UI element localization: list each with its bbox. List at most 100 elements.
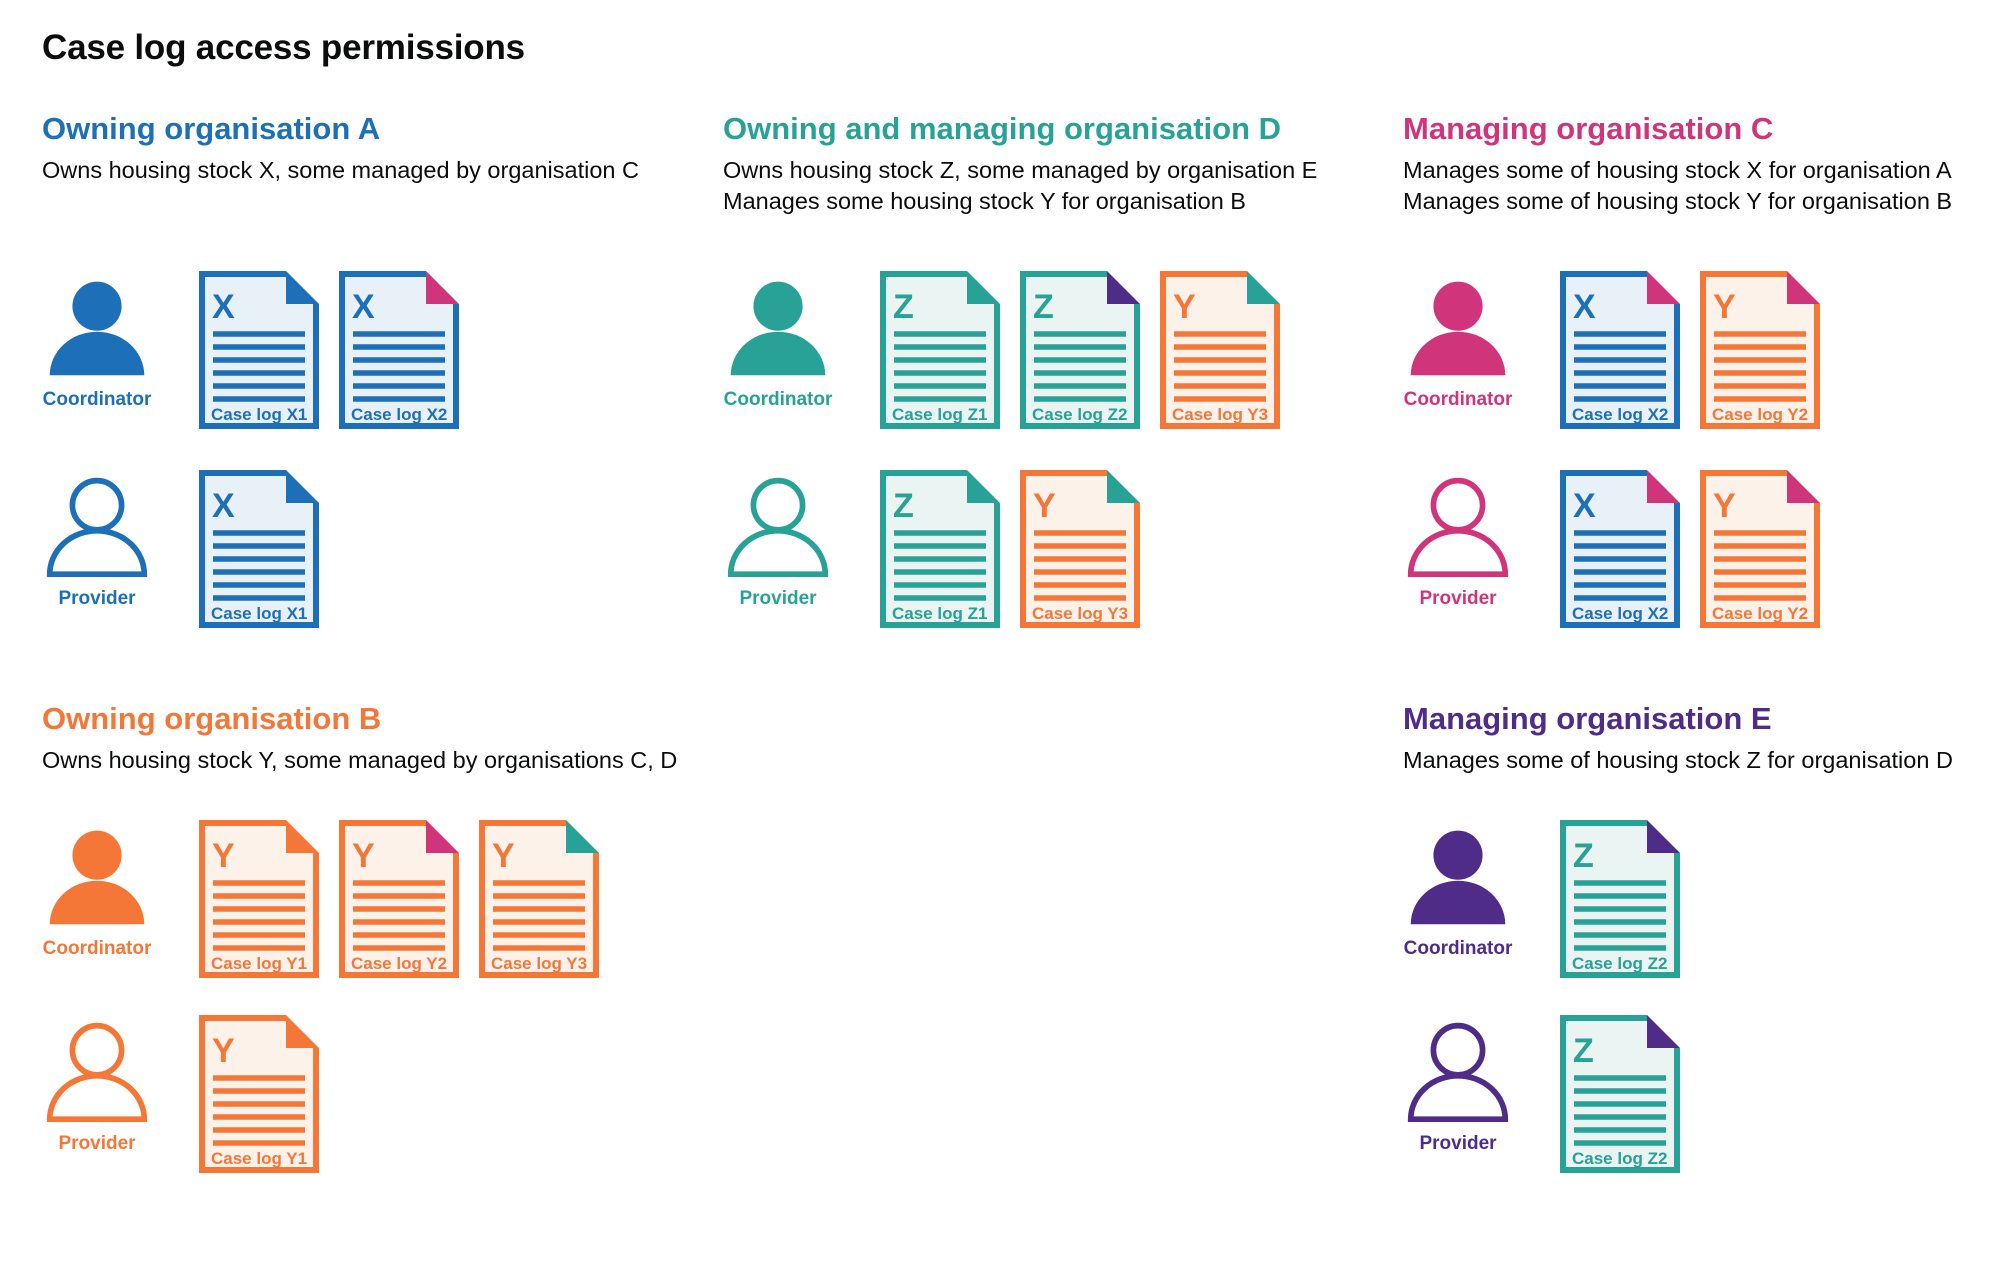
text-lines-icon — [894, 530, 986, 601]
text-lines-icon — [1574, 331, 1666, 402]
folded-corner-icon — [566, 820, 599, 853]
case-log-document: Y Case log Y2 — [1700, 470, 1820, 628]
stock-letter: X — [352, 288, 375, 326]
case-log-label: Case log X2 — [351, 405, 447, 424]
case-log-label: Case log Z1 — [892, 405, 987, 424]
case-log-label: Case log Z2 — [1572, 954, 1667, 973]
section-description: Manages some of housing stock Z for orga… — [1403, 745, 1993, 776]
document-border — [199, 820, 319, 978]
coordinator-person: Coordinator — [1403, 824, 1513, 960]
case-log-document: X Case log X1 — [199, 271, 319, 429]
case-log-label: Case log Y3 — [1172, 405, 1268, 424]
section-managing-organisation-e: Managing organisation E Manages some of … — [1403, 700, 1993, 1173]
stock-letter: Y — [212, 837, 235, 875]
person-filled-icon — [730, 281, 826, 376]
folded-corner-icon — [1647, 820, 1680, 853]
case-log-document: Z Case log Z1 — [880, 271, 1000, 429]
person-outline-icon — [727, 477, 829, 578]
role-label: Provider — [1419, 588, 1497, 609]
description-line: Manages some of housing stock X for orga… — [1403, 157, 1952, 183]
case-log-document: Y Case log Y3 — [1020, 470, 1140, 628]
role-label: Provider — [1419, 1133, 1497, 1154]
case-log-document: X Case log X2 — [1560, 271, 1680, 429]
stock-letter: Z — [893, 487, 914, 525]
folded-corner-icon — [1107, 271, 1140, 304]
document-border — [1020, 271, 1140, 429]
text-lines-icon — [1574, 1075, 1666, 1146]
case-log-list: Z Case log Z2 — [1560, 820, 1680, 978]
folded-corner-icon — [1247, 271, 1280, 304]
case-log-document: Y Case log Y2 — [339, 820, 459, 978]
case-log-list: X Case log X2 Y Case log Y2 — [1560, 470, 1820, 628]
text-lines-icon — [353, 880, 445, 951]
folded-corner-icon — [1647, 271, 1680, 304]
role-label: Coordinator — [42, 938, 152, 959]
coordinator-person: Coordinator — [1403, 275, 1513, 411]
case-log-label: Case log X2 — [1572, 604, 1668, 623]
text-lines-icon — [213, 331, 305, 402]
case-log-label: Case log X1 — [211, 604, 307, 623]
folded-corner-icon — [426, 820, 459, 853]
case-log-document: Z Case log Z2 — [1560, 820, 1680, 978]
person-filled-icon — [49, 830, 145, 925]
case-log-label: Case log Y3 — [1032, 604, 1128, 623]
document-border — [880, 470, 1000, 628]
coordinator-person: Coordinator — [723, 275, 833, 411]
description-line: Owns housing stock Z, some managed by or… — [723, 157, 1318, 183]
case-log-list: Y Case log Y1 — [199, 1015, 319, 1173]
text-lines-icon — [1574, 530, 1666, 601]
stock-letter: Z — [1573, 1032, 1594, 1070]
document-border — [1160, 271, 1280, 429]
case-log-label: Case log Z2 — [1032, 405, 1127, 424]
stock-letter: Z — [1033, 288, 1054, 326]
role-label: Coordinator — [723, 389, 833, 410]
case-log-list: X Case log X2 Y Case log Y2 — [1560, 271, 1820, 429]
section-heading: Owning and managing organisation D — [723, 111, 1282, 146]
stock-letter: X — [1573, 487, 1596, 525]
person-filled-icon — [49, 281, 145, 376]
case-log-list: X Case log X1 X Case log X2 — [199, 271, 459, 429]
case-log-document: Z Case log Z1 — [880, 470, 1000, 628]
person-filled-icon — [1410, 830, 1506, 925]
document-border — [1700, 470, 1820, 628]
case-log-document: X Case log X2 — [339, 271, 459, 429]
document-border — [880, 271, 1000, 429]
provider-row: Provider Z Case log Z2 — [1403, 1015, 2000, 1175]
coordinator-row: Coordinator X Case log X2 Y Cas — [1403, 271, 2000, 431]
section-description: Owns housing stock Y, some managed by or… — [42, 745, 678, 776]
case-log-label: Case log Y2 — [1712, 405, 1808, 424]
stock-letter: Y — [1713, 288, 1736, 326]
case-log-document: Z Case log Z2 — [1560, 1015, 1680, 1173]
folded-corner-icon — [286, 470, 319, 503]
folded-corner-icon — [1107, 470, 1140, 503]
person-outline-icon — [46, 477, 148, 578]
section-heading: Managing organisation C — [1403, 111, 1774, 146]
document-border — [339, 271, 459, 429]
coordinator-person: Coordinator — [42, 275, 152, 411]
description-line: Owns housing stock Y, some managed by or… — [42, 747, 678, 773]
page-title: Case log access permissions — [42, 28, 525, 67]
case-log-label: Case log X1 — [211, 405, 307, 424]
text-lines-icon — [1714, 331, 1806, 402]
stock-letter: X — [212, 288, 235, 326]
section-owning-organisation-a: Owning organisation A Owns housing stock… — [42, 110, 642, 628]
case-log-list: Z Case log Z1 Y Case log Y3 — [880, 470, 1140, 628]
provider-row: Provider Y Case log Y1 — [42, 1015, 642, 1175]
case-log-label: Case log Y3 — [491, 954, 587, 973]
case-log-label: Case log Y2 — [351, 954, 447, 973]
case-log-label: Case log Z1 — [892, 604, 987, 623]
text-lines-icon — [1034, 331, 1126, 402]
coordinator-row: Coordinator Y Case log Y1 Y Cas — [42, 820, 642, 980]
stock-letter: Y — [1713, 487, 1736, 525]
folded-corner-icon — [426, 271, 459, 304]
document-border — [199, 1015, 319, 1173]
role-label: Coordinator — [1403, 389, 1513, 410]
coordinator-person: Coordinator — [42, 824, 152, 960]
folded-corner-icon — [1787, 470, 1820, 503]
provider-person: Provider — [723, 474, 833, 610]
description-line: Manages some of housing stock Z for orga… — [1403, 747, 1953, 773]
provider-row: Provider Z Case log Z1 Y Case l — [723, 470, 1323, 630]
text-lines-icon — [1714, 530, 1806, 601]
text-lines-icon — [213, 530, 305, 601]
text-lines-icon — [1034, 530, 1126, 601]
